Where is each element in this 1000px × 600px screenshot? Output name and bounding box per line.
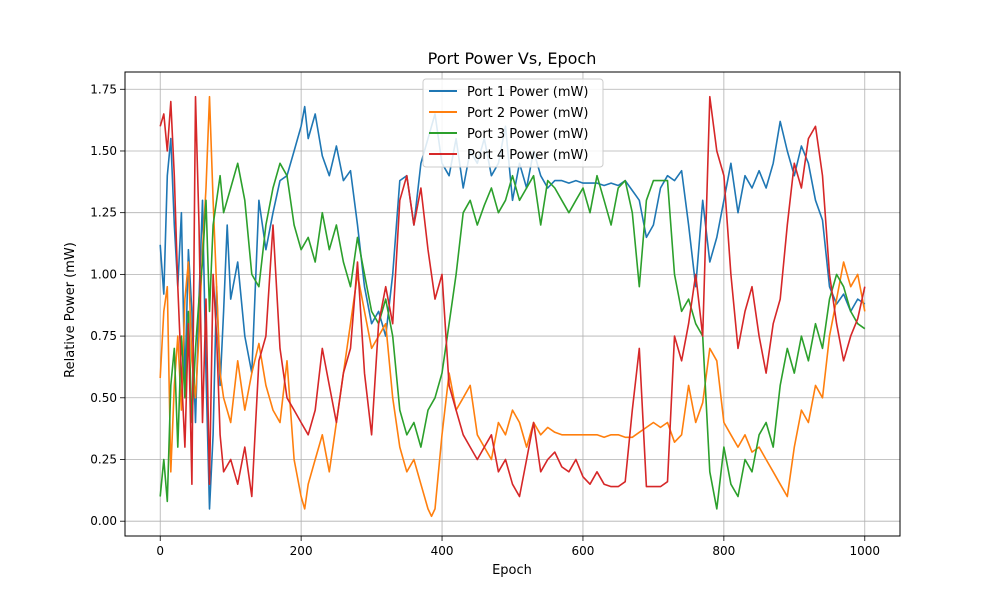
legend-label: Port 2 Power (mW) <box>467 106 588 121</box>
y-tick-label: 0.00 <box>90 514 117 528</box>
y-tick-label: 0.25 <box>90 452 117 466</box>
x-axis-title: Epoch <box>492 563 532 578</box>
y-axis-title: Relative Power (mW) <box>63 242 78 378</box>
y-tick-label: 1.00 <box>90 267 117 281</box>
plot-frame <box>124 71 901 537</box>
legend-box <box>422 78 604 168</box>
legend-label: Port 1 Power (mW) <box>467 85 588 100</box>
y-tick-label: 1.25 <box>90 206 117 220</box>
legend-label: Port 4 Power (mW) <box>467 148 588 163</box>
x-tick-label: 1000 <box>849 544 880 558</box>
chart-title: Port Power Vs, Epoch <box>428 49 597 68</box>
y-tick-label: 1.75 <box>90 82 117 96</box>
tick-layer: 0 200 400 600 800 1000 0.00 0.25 0.50 0.75 1.00 1.2… <box>90 82 880 558</box>
series-line-port-3 <box>159 162 866 510</box>
x-tick-label: 600 <box>572 544 595 558</box>
x-tick-label: 800 <box>712 544 735 558</box>
legend: Port 1 Power (mW) Port 2 Power (mW) Port 3… <box>422 78 604 168</box>
y-tick-label: 0.75 <box>90 329 117 343</box>
legend-label: Port 3 Power (mW) <box>467 127 588 142</box>
series-line-port-4 <box>159 95 866 498</box>
y-tick-label: 1.50 <box>90 144 117 158</box>
x-tick-label: 400 <box>431 544 454 558</box>
x-tick-label: 0 <box>156 544 164 558</box>
series-line-port-2 <box>159 95 866 518</box>
x-tick-label: 200 <box>290 544 313 558</box>
y-tick-label: 0.50 <box>90 391 117 405</box>
